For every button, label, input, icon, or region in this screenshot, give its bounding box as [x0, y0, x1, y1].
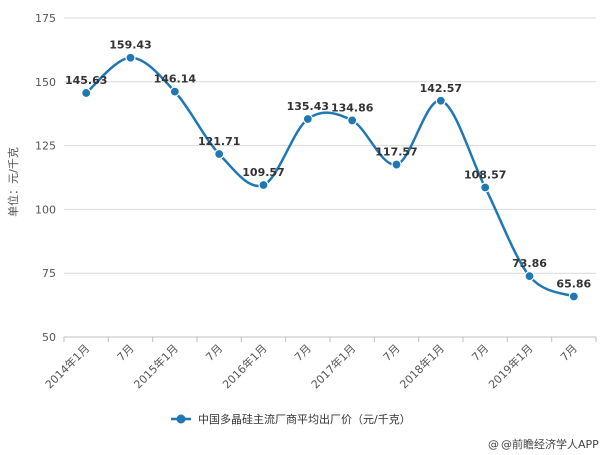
- data-label: 142.57: [420, 82, 462, 95]
- y-axis-ticks: 50 75 100 125 150 175: [35, 12, 56, 344]
- data-point: [568, 291, 579, 302]
- data-point: [81, 87, 92, 99]
- data-label: 134.86: [331, 101, 374, 114]
- x-tick-label: 2019年1月: [485, 341, 535, 391]
- legend-swatch-marker: [176, 414, 186, 424]
- y-tick-label: 75: [42, 267, 56, 280]
- data-label: 108.57: [464, 169, 506, 182]
- y-tick-label: 125: [35, 140, 56, 153]
- x-tick-label: 2017年1月: [308, 341, 358, 391]
- x-tick-label: 2018年1月: [397, 341, 447, 391]
- x-tick-label: 7月: [292, 342, 314, 364]
- x-tick-label: 2015年1月: [131, 341, 181, 391]
- data-label: 117.57: [375, 146, 417, 159]
- data-label: 146.14: [154, 73, 197, 86]
- gridlines: [64, 17, 596, 274]
- data-label: 73.86: [512, 257, 547, 270]
- legend-label: 中国多晶硅主流厂商平均出厂价（元/千克）: [198, 412, 411, 426]
- data-point: [391, 159, 402, 170]
- data-point: [524, 271, 535, 282]
- x-tick-label: 2014年1月: [42, 341, 92, 391]
- data-labels: 145.63 159.43 146.14 121.71 109.57 135.43 134.…: [65, 39, 592, 291]
- data-label: 135.43: [287, 100, 329, 113]
- data-label: 65.86: [556, 278, 591, 291]
- x-tick-label: 7月: [558, 342, 580, 364]
- data-point: [258, 179, 269, 191]
- data-label: 109.57: [242, 166, 284, 179]
- data-points: [81, 52, 579, 302]
- y-tick-label: 175: [35, 12, 56, 25]
- data-point: [169, 86, 180, 97]
- data-label: 145.63: [65, 74, 107, 87]
- data-point: [125, 52, 136, 63]
- data-label: 121.71: [198, 135, 240, 148]
- x-tick-label: 7月: [469, 342, 491, 364]
- x-tick-label: 7月: [203, 342, 225, 364]
- data-point: [480, 182, 491, 193]
- data-point: [302, 113, 313, 125]
- data-label: 159.43: [109, 39, 151, 52]
- x-tick-label: 7月: [115, 342, 137, 364]
- data-point: [435, 95, 446, 106]
- y-axis-title: 单位：元/千克: [6, 147, 20, 217]
- y-tick-label: 100: [35, 203, 56, 216]
- x-tick-label: 7月: [381, 342, 403, 364]
- data-point: [347, 115, 358, 126]
- x-tick-label: 2016年1月: [219, 341, 269, 391]
- at-sign-icon: @: [488, 438, 499, 451]
- y-tick-label: 50: [42, 331, 56, 344]
- data-point: [214, 148, 225, 160]
- legend: 中国多晶硅主流厂商平均出厂价（元/千克）: [171, 412, 411, 426]
- credit: @ @前瞻经济学人APP: [488, 437, 599, 451]
- y-tick-label: 150: [35, 76, 56, 89]
- credit-label: @前瞻经济学人APP: [501, 437, 599, 451]
